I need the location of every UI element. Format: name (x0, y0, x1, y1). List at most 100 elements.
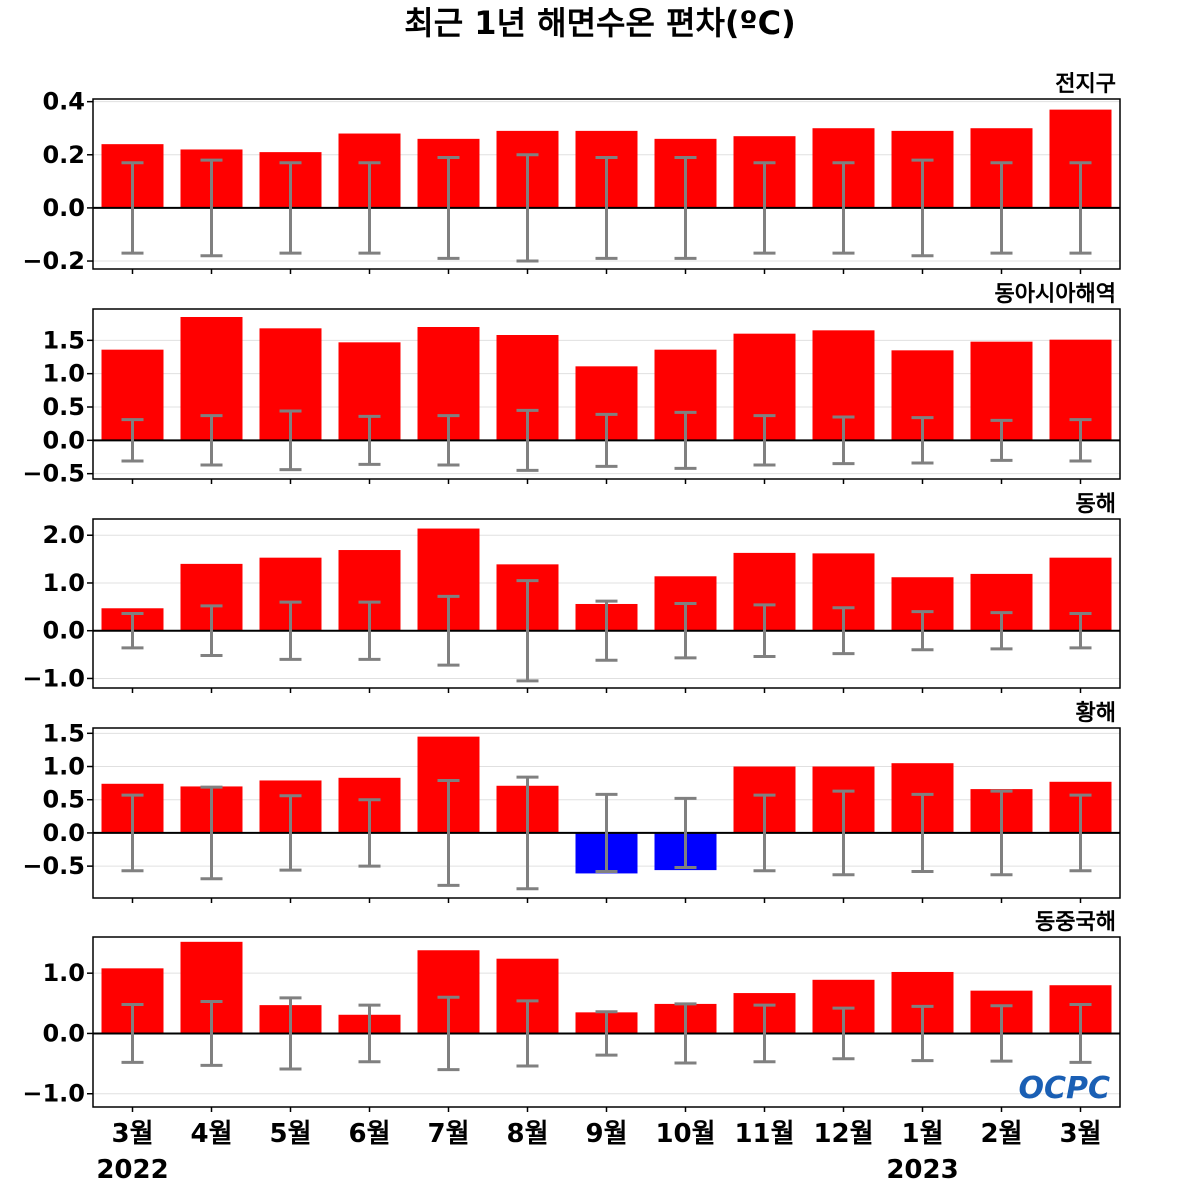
error-bar-2 (200, 158, 223, 258)
panel-1: −0.2 0.0 0.2 0.4 전지구 (22, 72, 1121, 275)
error-bar-8 (674, 410, 697, 470)
y-tick-label: 1.0 (42, 753, 85, 781)
panel-region-label: 동해 (1076, 492, 1116, 517)
error-bar-3 (279, 409, 302, 472)
x-tick-label: 5월 (269, 1119, 311, 1149)
x-tick-label: 10월 (655, 1119, 715, 1149)
panel-3: −1.0 0.0 1.0 2.0 동해 (22, 492, 1121, 693)
error-bar-12 (990, 611, 1013, 651)
y-tick-label: 0.0 (42, 426, 85, 454)
error-bar-9 (753, 793, 776, 873)
error-bar-6 (516, 999, 539, 1068)
error-bar-9 (753, 414, 776, 467)
error-bar-10 (832, 1006, 855, 1061)
error-bar-3 (279, 161, 302, 255)
x-tick-label: 7월 (427, 1119, 469, 1149)
error-bar-4 (358, 798, 381, 868)
error-bar-10 (832, 161, 855, 255)
error-bar-8 (674, 155, 697, 260)
error-bar-5 (437, 778, 460, 887)
chart-panels: −0.2 0.0 0.2 0.4 전지구 −0.5 0.0 0.5 1.0 1.5 동아시아해역 −1… (22, 72, 1121, 1112)
error-bar-7 (595, 792, 618, 873)
error-bar-8 (674, 796, 697, 869)
x-tick-label: 11월 (734, 1119, 794, 1149)
error-bar-7 (595, 599, 618, 662)
y-tick-label: 1.5 (42, 326, 85, 354)
error-bar-4 (358, 600, 381, 661)
y-tick-label: 0.0 (42, 819, 85, 847)
error-bar-4 (358, 414, 381, 466)
y-tick-label: −0.2 (22, 247, 85, 275)
error-bar-10 (832, 415, 855, 466)
error-bar-8 (674, 1002, 697, 1065)
y-tick-label: 0.4 (42, 88, 85, 116)
error-bar-6 (516, 408, 539, 472)
error-bar-7 (595, 1010, 618, 1057)
panel-5: −1.0 0.0 1.0 동중국해 (22, 910, 1121, 1112)
error-bar-3 (279, 794, 302, 872)
error-bar-4 (358, 1003, 381, 1064)
error-bar-10 (832, 789, 855, 877)
y-tick-label: 2.0 (42, 521, 85, 549)
error-bar-2 (200, 1000, 223, 1067)
y-tick-label: 0.5 (42, 393, 85, 421)
error-bar-9 (753, 161, 776, 255)
error-bar-2 (200, 604, 223, 658)
year-label: 2022 (96, 1155, 168, 1185)
y-tick-label: 0.0 (42, 194, 85, 222)
error-bar-5 (437, 594, 460, 667)
error-bar-11 (911, 610, 934, 652)
y-tick-label: 0.2 (42, 141, 85, 169)
error-bar-5 (437, 155, 460, 260)
error-bar-11 (911, 792, 934, 873)
panel-region-label: 전지구 (1055, 72, 1116, 97)
panel-region-label: 동아시아해역 (995, 282, 1116, 307)
error-bar-4 (358, 161, 381, 255)
x-tick-label: 3월 (111, 1119, 153, 1149)
y-tick-label: −1.0 (22, 664, 85, 692)
error-bar-11 (911, 158, 934, 258)
panel-region-label: 황해 (1076, 701, 1116, 726)
y-tick-label: 1.5 (42, 719, 85, 747)
error-bar-12 (990, 1004, 1013, 1063)
x-tick-label: 1월 (901, 1119, 943, 1149)
error-bar-6 (516, 153, 539, 263)
x-tick-label: 4월 (190, 1119, 232, 1149)
error-bar-5 (437, 414, 460, 467)
x-tick-label: 8월 (506, 1119, 548, 1149)
ocpc-logo: OCPC (1018, 1071, 1110, 1106)
error-bar-13 (1069, 418, 1092, 463)
error-bar-5 (437, 995, 460, 1072)
error-bar-2 (200, 414, 223, 467)
error-bar-2 (200, 785, 223, 881)
y-tick-label: 1.0 (42, 959, 85, 987)
error-bar-10 (832, 606, 855, 656)
error-bar-1 (121, 1003, 144, 1064)
error-bar-6 (516, 579, 539, 683)
error-bar-11 (911, 1004, 934, 1063)
error-bar-6 (516, 775, 539, 891)
ocpc-logo-text: OCPC (1018, 1071, 1110, 1106)
error-bar-1 (121, 793, 144, 873)
y-tick-label: 1.0 (42, 360, 85, 388)
error-bar-11 (911, 416, 934, 465)
error-bar-9 (753, 1003, 776, 1064)
error-bar-13 (1069, 612, 1092, 650)
error-bar-7 (595, 155, 618, 260)
error-bar-13 (1069, 1003, 1092, 1064)
y-tick-label: −0.5 (22, 460, 85, 488)
panel-4: −0.5 0.0 0.5 1.0 1.5 황해 (22, 701, 1121, 903)
x-tick-label: 3월 (1059, 1119, 1101, 1149)
error-bar-7 (595, 412, 618, 468)
y-tick-label: −0.5 (22, 852, 85, 880)
panel-2: −0.5 0.0 0.5 1.0 1.5 동아시아해역 (22, 282, 1121, 488)
error-bar-13 (1069, 793, 1092, 873)
y-tick-label: 0.0 (42, 1019, 85, 1047)
error-bar-12 (990, 161, 1013, 255)
error-bar-9 (753, 603, 776, 658)
x-tick-label: 9월 (585, 1119, 627, 1149)
month-axis: 3월 4월 5월 6월 7월 8월 9월 10월 11월 12월 1월 2월 3월 2022 2023 (96, 1119, 1101, 1185)
x-tick-label: 12월 (813, 1119, 873, 1149)
error-bar-1 (121, 161, 144, 255)
